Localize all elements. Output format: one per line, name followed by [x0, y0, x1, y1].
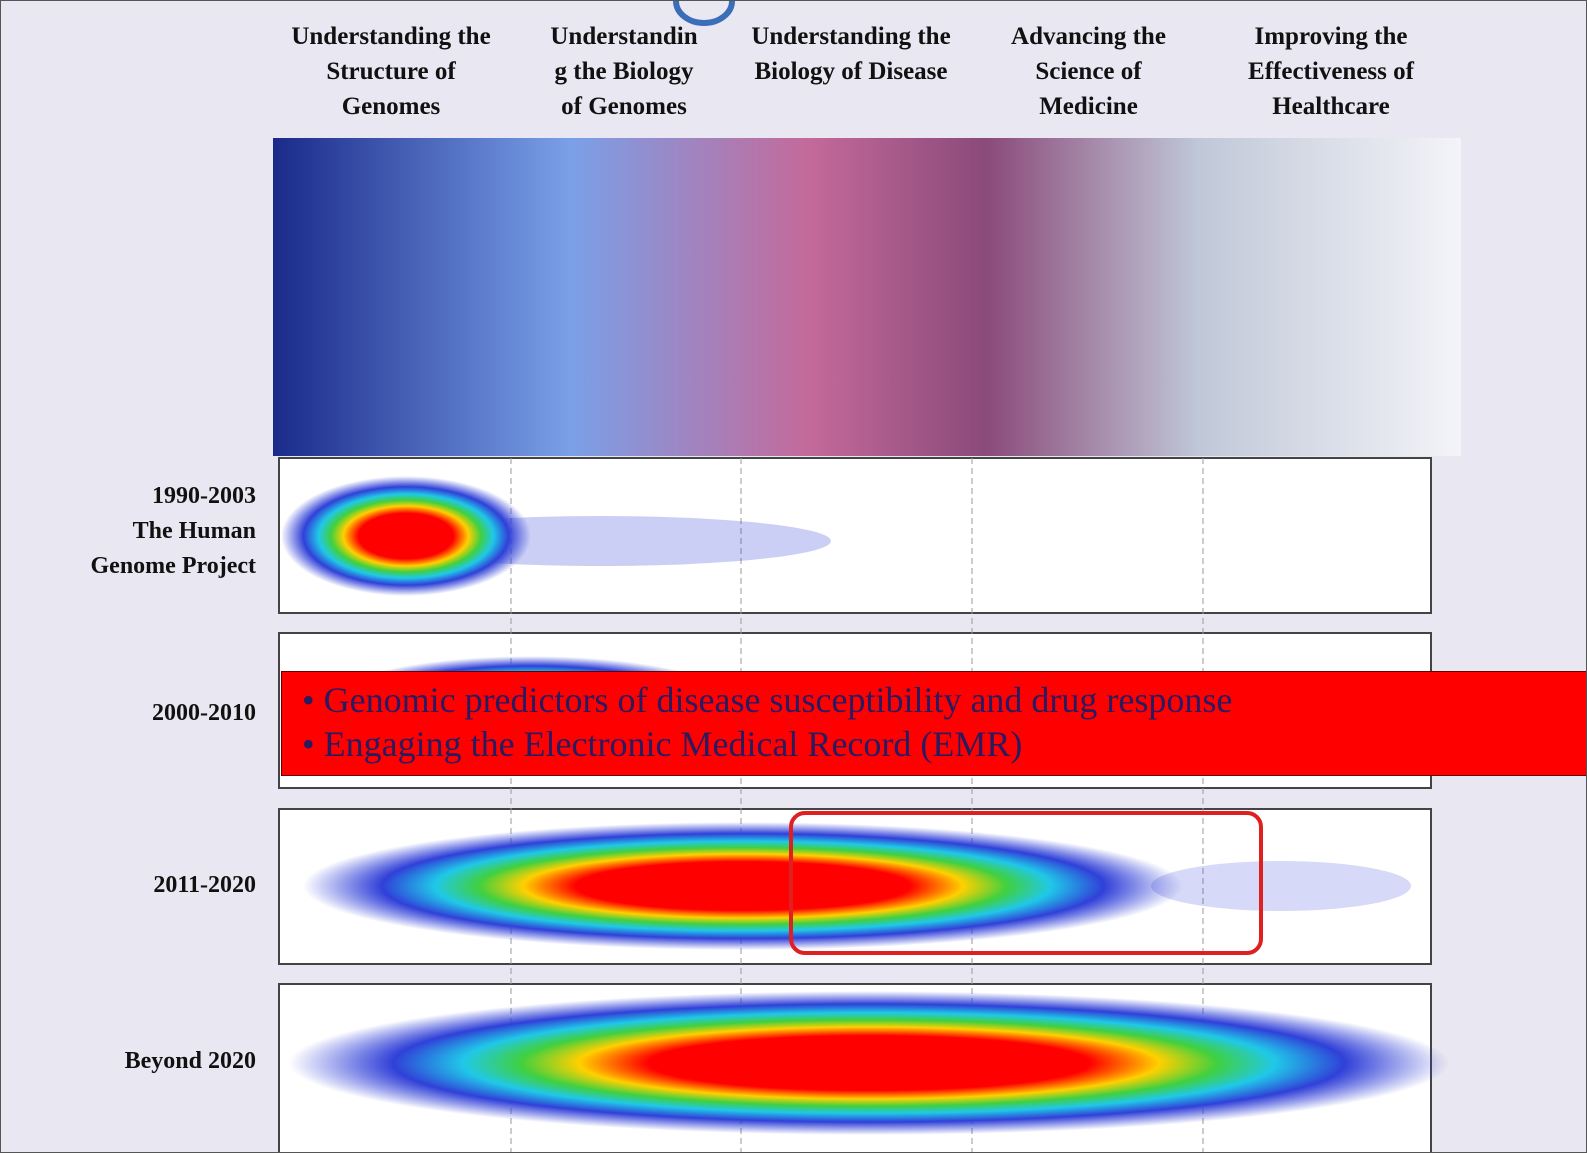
density-tail [1151, 861, 1411, 911]
column-header: Understanding the Structure of Genomes [286, 19, 496, 124]
bullet-text: Engaging the Electronic Medical Record (… [324, 724, 1023, 764]
banner-image [273, 138, 1461, 456]
column-header: Understanding the Biology of Genomes [549, 19, 699, 124]
density-blob [303, 822, 1183, 950]
row-period: 2000-2010 [152, 696, 256, 731]
row-period: Beyond 2020 [125, 1044, 256, 1079]
density-blob [289, 991, 1449, 1135]
column-header: Improving the Effectiveness of Healthcar… [1216, 19, 1446, 124]
slide: Understanding the Structure of Genomes U… [0, 0, 1587, 1153]
bullet: • Engaging the Electronic Medical Record… [282, 722, 1587, 766]
row-period: 1990-2003 [152, 479, 256, 514]
column-header: Advancing the Science of Medicine [986, 19, 1191, 124]
column-header: Understanding the Biology of Disease [746, 19, 956, 89]
density-blob [281, 476, 531, 596]
row-name: The Human Genome Project [71, 514, 256, 584]
bullet: • Genomic predictors of disease suscepti… [282, 678, 1587, 722]
bullet-text: Genomic predictors of disease susceptibi… [324, 680, 1233, 720]
row-period: 2011-2020 [153, 868, 256, 903]
callout: • Genomic predictors of disease suscepti… [281, 671, 1587, 776]
